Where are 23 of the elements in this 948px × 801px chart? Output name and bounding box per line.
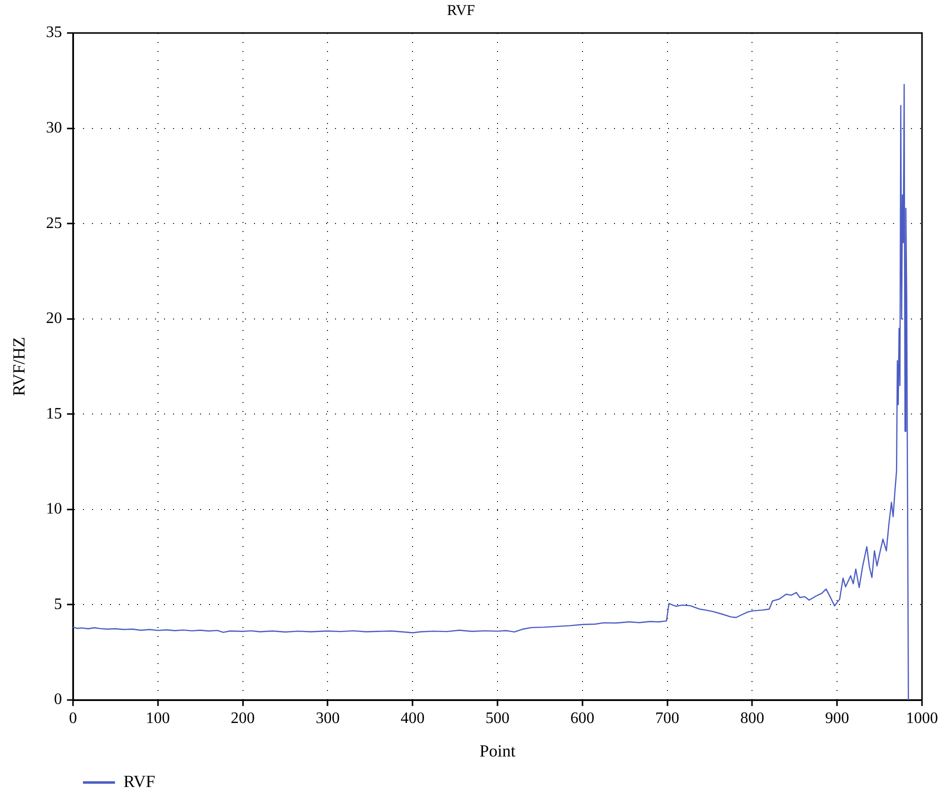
y-tick-label: 0	[54, 691, 62, 708]
y-tick-label: 25	[46, 214, 62, 232]
y-tick-label: 5	[54, 596, 62, 613]
x-tick-label: 200	[230, 710, 255, 727]
x-tick-label: 900	[825, 710, 850, 727]
x-tick-label: 700	[655, 710, 680, 727]
x-tick-label: 1000	[906, 710, 938, 727]
legend-label: RVF	[124, 772, 156, 791]
x-tick-label: 400	[400, 710, 425, 727]
x-tick-label: 600	[570, 710, 594, 727]
y-tick-label: 15	[46, 405, 62, 422]
x-tick-label: 800	[740, 710, 764, 727]
x-tick-label: 300	[316, 710, 340, 727]
y-tick-label: 20	[46, 310, 62, 328]
y-tick-label: 30	[46, 119, 62, 136]
x-tick-label: 500	[486, 710, 510, 727]
y-tick-label: 10	[46, 500, 62, 518]
chart-title: RVF	[447, 2, 475, 19]
y-axis-title: RVF/HZ	[10, 336, 29, 396]
x-tick-label: 0	[69, 710, 77, 727]
x-tick-label: 100	[146, 710, 170, 727]
x-axis-title: Point	[480, 741, 516, 760]
y-tick-label: 35	[46, 24, 62, 42]
